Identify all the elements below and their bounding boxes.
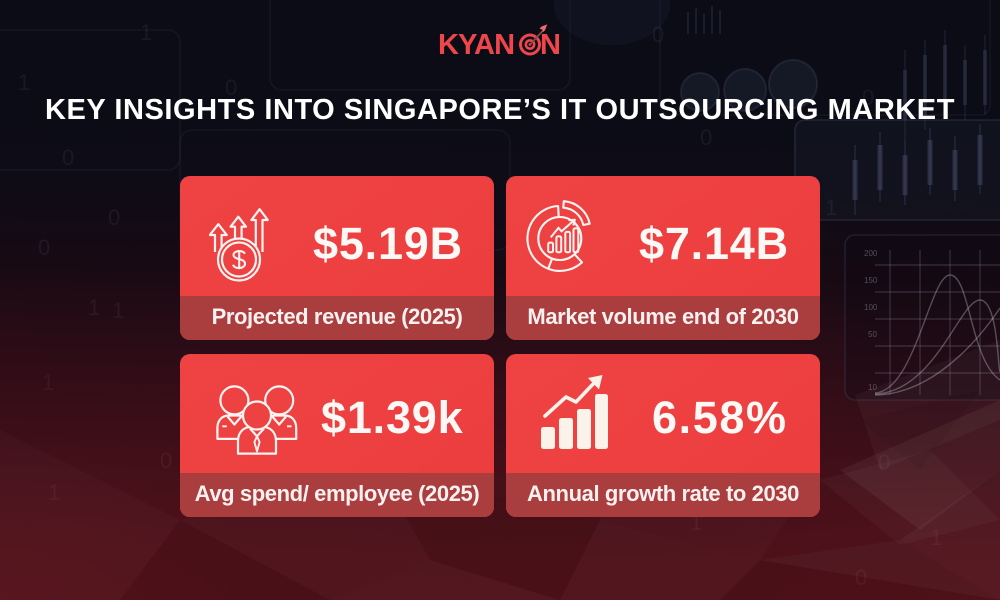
svg-text:50: 50: [868, 330, 877, 339]
svg-text:0: 0: [38, 235, 50, 260]
svg-text:0: 0: [225, 75, 237, 100]
svg-text:100: 100: [864, 303, 878, 312]
svg-text:0: 0: [160, 448, 172, 473]
svg-text:1: 1: [48, 480, 60, 505]
svg-text:1: 1: [112, 298, 124, 323]
svg-text:0: 0: [652, 22, 664, 47]
svg-text:0: 0: [855, 565, 867, 590]
svg-text:1: 1: [825, 195, 837, 220]
svg-text:1: 1: [140, 20, 152, 45]
svg-text:1: 1: [88, 295, 100, 320]
svg-text:1: 1: [42, 370, 54, 395]
svg-text:1: 1: [18, 70, 30, 95]
svg-text:200: 200: [864, 249, 878, 258]
svg-text:0: 0: [862, 85, 874, 110]
svg-text:0: 0: [878, 450, 890, 475]
svg-text:150: 150: [864, 276, 878, 285]
svg-text:0: 0: [700, 125, 712, 150]
svg-text:0: 0: [62, 145, 74, 170]
svg-text:1: 1: [930, 525, 942, 550]
svg-text:10: 10: [868, 383, 877, 392]
svg-text:0: 0: [108, 205, 120, 230]
